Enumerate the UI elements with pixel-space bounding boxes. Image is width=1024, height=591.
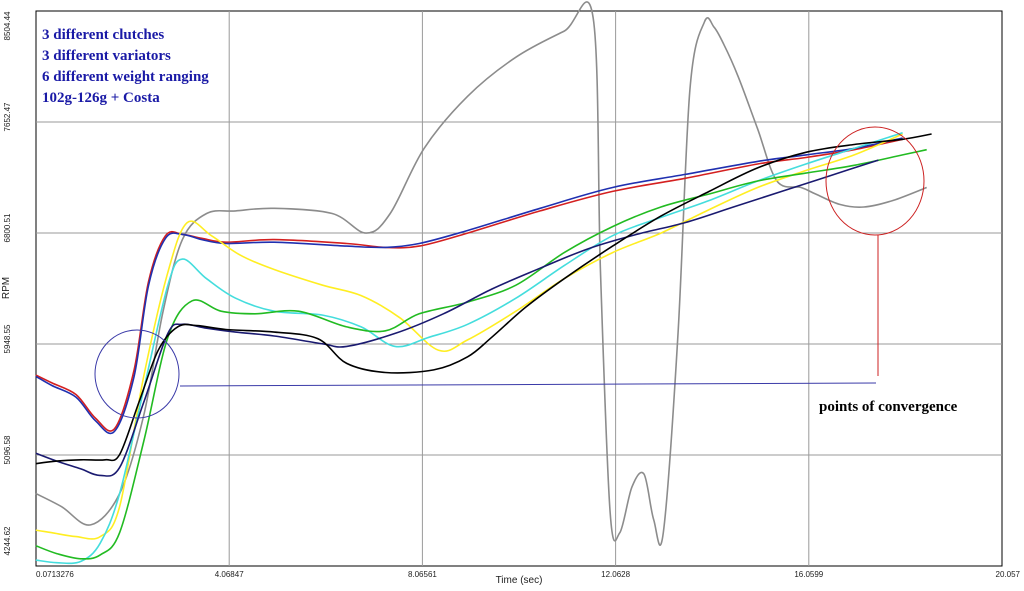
title-line-2: 3 different variators <box>42 48 171 64</box>
x-tick-label: 12.0628 <box>601 570 630 579</box>
y-tick-label: 5948.55 <box>3 324 12 353</box>
series-line-7 <box>35 159 879 477</box>
series-line-4 <box>35 133 903 540</box>
convergence-circle-blue <box>94 329 180 419</box>
series-line-3 <box>35 137 903 435</box>
plot-area <box>35 10 1003 567</box>
y-tick-label: 4244.62 <box>3 526 12 555</box>
title-line-1: 3 different clutches <box>42 27 164 43</box>
series-line-2 <box>35 138 903 432</box>
grid <box>36 11 1002 566</box>
series-line-1 <box>35 1 927 546</box>
x-tick-label: 16.0599 <box>794 570 823 579</box>
y-axis-label: RPM <box>1 277 12 299</box>
x-tick-labels: 0.0713276 4.06847 8.06561 12.0628 16.0599 20.… <box>36 570 1021 579</box>
y-tick-labels: 4244.62 5096.58 5948.55 6800.51 7652.47 8504.… <box>3 11 12 555</box>
series-line-6 <box>35 148 927 560</box>
convergence-line-blue <box>179 382 877 387</box>
series-lines <box>35 1 932 565</box>
y-tick-label: 7652.47 <box>3 102 12 131</box>
y-tick-label: 6800.51 <box>3 213 12 242</box>
x-tick-label: 4.06847 <box>215 570 244 579</box>
convergence-label: points of convergence <box>819 399 958 415</box>
title-line-4: 102g-126g + Costa <box>42 90 160 106</box>
x-tick-label: 8.06561 <box>408 570 437 579</box>
y-tick-label: 8504.44 <box>3 11 12 40</box>
x-axis-label: Time (sec) <box>496 575 543 586</box>
x-tick-label: 20.057 <box>996 570 1021 579</box>
title-line-3: 6 different weight ranging <box>42 69 209 85</box>
y-tick-label: 5096.58 <box>3 435 12 464</box>
convergence-circle-red <box>825 126 925 236</box>
series-line-8 <box>35 133 932 465</box>
series-line-5 <box>35 131 903 565</box>
x-tick-label: 0.0713276 <box>36 570 74 579</box>
